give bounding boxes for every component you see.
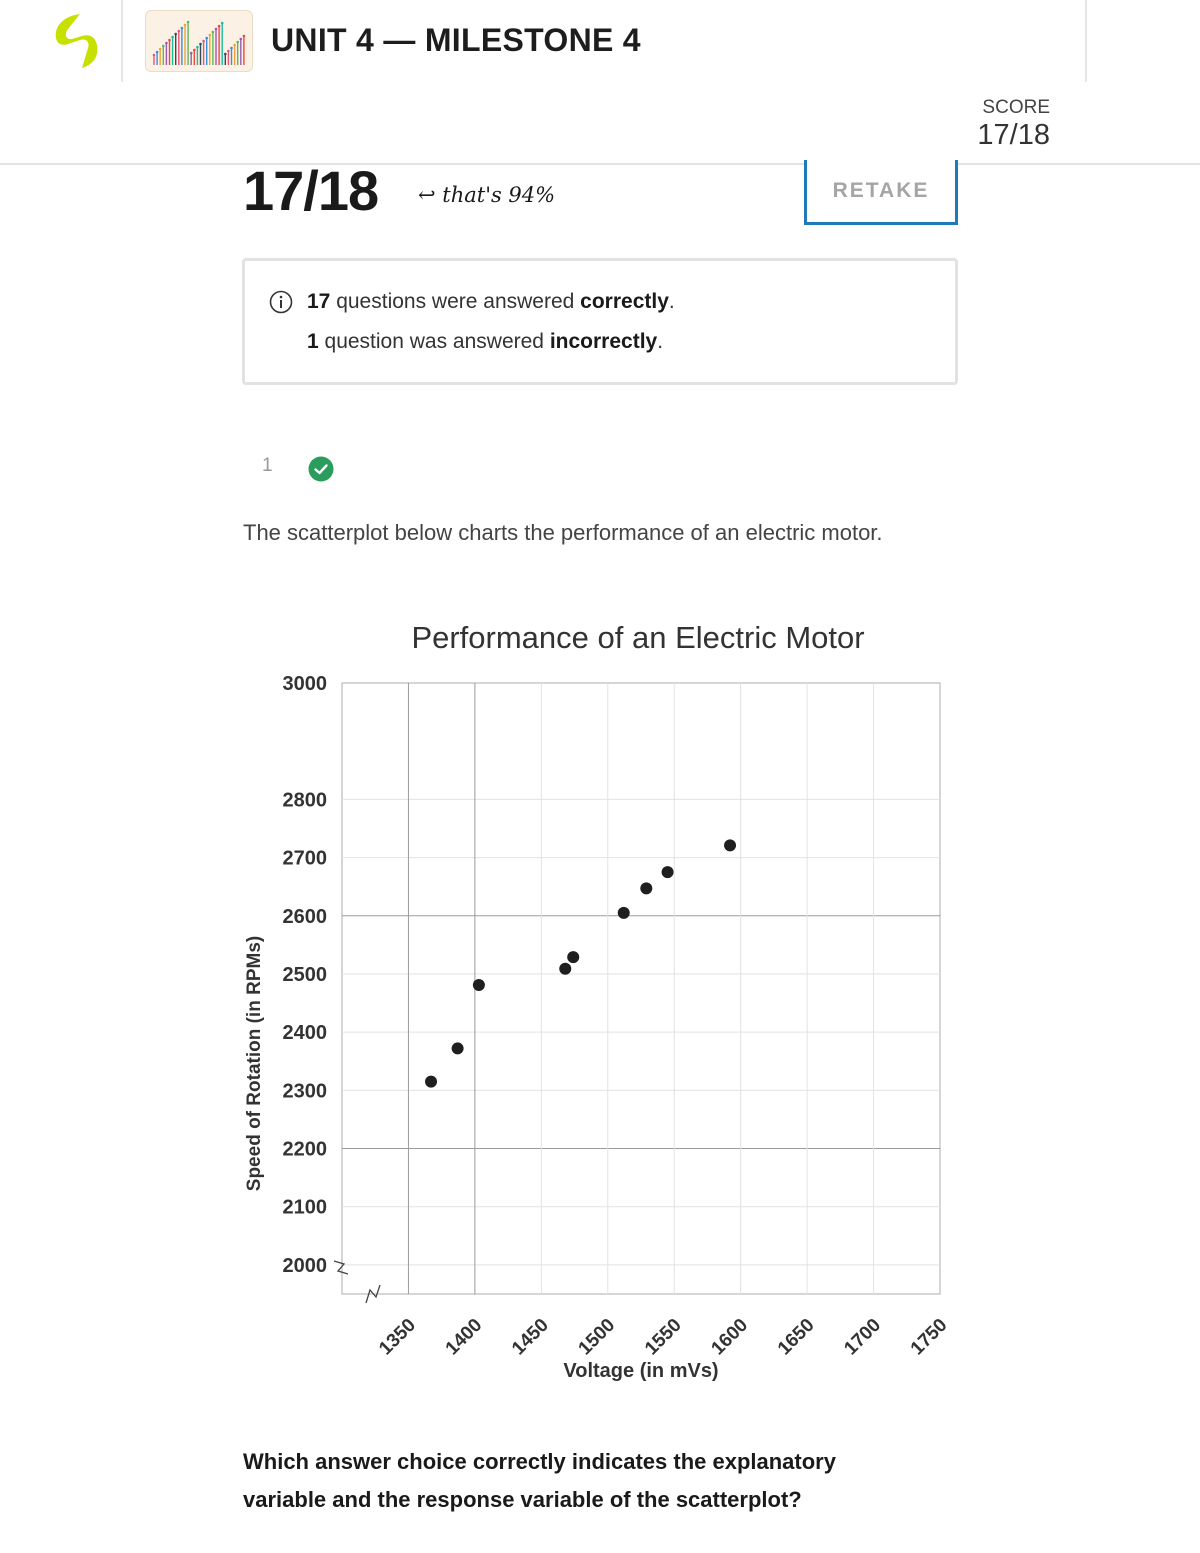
y-tick-label: 2700 xyxy=(283,848,328,870)
correct-count: 17 xyxy=(307,290,331,313)
x-tick-label: 1500 xyxy=(575,1315,620,1360)
scatter-point xyxy=(559,962,572,975)
x-tick-label: 1550 xyxy=(641,1315,686,1360)
y-tick-label: 3000 xyxy=(283,673,328,695)
thumbnail-dot xyxy=(220,21,224,25)
x-tick-label: 1750 xyxy=(907,1315,952,1360)
thumbnail-dot xyxy=(196,45,199,49)
y-tick-label: 2400 xyxy=(283,1022,328,1044)
y-tick-label: 2000 xyxy=(283,1255,328,1277)
incorrect-count: 1 xyxy=(307,330,319,353)
y-tick-label: 2600 xyxy=(283,906,328,928)
info-icon xyxy=(269,290,293,314)
header-divider-right xyxy=(1085,0,1087,82)
thumbnail-dot xyxy=(152,53,156,57)
plot-frame xyxy=(341,682,941,1295)
y-tick-label: 2100 xyxy=(283,1197,328,1219)
y-tick-label: 2200 xyxy=(283,1139,328,1161)
incorrect-text: question was answered xyxy=(318,330,550,353)
scatter-point xyxy=(567,951,580,964)
y-tick-label: 2500 xyxy=(283,964,328,986)
thumbnail-dot xyxy=(199,42,202,46)
brand-logo-icon[interactable] xyxy=(50,12,100,70)
thumbnail-dot xyxy=(168,38,171,42)
question-prompt: Which answer choice correctly indicates … xyxy=(243,1449,836,1512)
thumbnail-dot xyxy=(180,26,184,30)
thumbnail-dot xyxy=(208,33,212,37)
thumbnail-dot xyxy=(174,32,177,36)
thumbnail-dot xyxy=(230,46,233,50)
x-axis-label: Voltage (in mVs) xyxy=(563,1360,718,1382)
thumbnail-dot xyxy=(202,39,205,43)
correct-text: questions were answered xyxy=(330,290,581,313)
scatter-point xyxy=(472,979,485,992)
header-divider-left xyxy=(121,0,123,82)
chart-title: Performance of an Electric Motor xyxy=(411,620,864,655)
correct-check-icon xyxy=(308,456,334,482)
correct-period: . xyxy=(668,290,675,313)
top-header: UNIT 4 — MILESTONE 4 SCORE 17/18 xyxy=(0,0,1200,165)
question-text: The scatterplot below charts the perform… xyxy=(243,520,883,545)
thumbnail-dot xyxy=(162,44,165,48)
thumbnail-dot xyxy=(205,36,208,40)
x-tick-label: 1600 xyxy=(707,1315,752,1360)
thumbnail-dot xyxy=(155,50,159,54)
x-tick-label: 1450 xyxy=(508,1315,553,1360)
thumbnail-dot xyxy=(217,24,221,28)
handwritten-note: ↩ that's 94% xyxy=(418,183,556,207)
question-number: 1 xyxy=(262,455,273,476)
y-tick-label: 2800 xyxy=(283,789,328,811)
unit-title: UNIT 4 — MILESTONE 4 xyxy=(271,22,641,58)
big-score: 17/18 xyxy=(243,159,379,222)
x-tick-label: 1650 xyxy=(774,1315,819,1360)
scatter-point xyxy=(451,1042,464,1055)
thumbnail-dot xyxy=(183,23,187,27)
correct-summary: 17 questions were answered correctly. xyxy=(307,290,675,314)
thumbnail-dot xyxy=(233,43,236,47)
scatter-point xyxy=(425,1075,438,1088)
scatter-point xyxy=(640,882,653,895)
thumbnail-dot xyxy=(211,30,215,34)
incorrect-word: incorrectly xyxy=(549,330,658,353)
score-value: 17/18 xyxy=(977,119,1050,151)
x-tick-label: 1400 xyxy=(442,1315,487,1360)
thumbnail-dot xyxy=(186,20,190,24)
thumbnail-dot xyxy=(193,48,196,52)
correct-word: correctly xyxy=(580,290,669,313)
thumbnail-dot xyxy=(236,40,239,44)
incorrect-period: . xyxy=(657,330,664,353)
bar-chart-thumbnail-icon xyxy=(145,10,253,72)
scatter-point xyxy=(617,906,630,919)
y-tick-label: 2300 xyxy=(283,1080,328,1102)
scatter-point xyxy=(661,866,674,879)
thumbnail-dot xyxy=(158,47,162,51)
incorrect-summary: 1 question was answered incorrectly. xyxy=(307,330,663,354)
thumbnail-dot xyxy=(239,37,243,41)
results-summary-box: 17 questions were answered correctly. 1 … xyxy=(242,258,958,385)
thumbnail-dot xyxy=(189,51,193,55)
score-label: SCORE xyxy=(982,97,1050,118)
thumbnail-dot xyxy=(224,52,227,56)
retake-button[interactable]: RETAKE xyxy=(804,160,958,225)
scatterplot-chart: Performance of an Electric Motor 2000 2100… xyxy=(235,608,965,1398)
thumbnail-dot xyxy=(177,29,181,33)
y-axis-break-mark xyxy=(333,1260,349,1275)
x-tick-label: 1350 xyxy=(375,1315,420,1360)
x-axis-break-mark xyxy=(365,1284,381,1304)
thumbnail-dot xyxy=(165,41,168,45)
x-tick-label: 1700 xyxy=(840,1315,885,1360)
thumbnail-dot xyxy=(227,49,230,53)
scatter-point xyxy=(724,839,737,852)
y-axis-label: Speed of Rotation (in RPMs) xyxy=(244,936,265,1191)
thumbnail-dot xyxy=(242,34,246,38)
thumbnail-dot xyxy=(171,35,174,39)
thumbnail-dot xyxy=(214,27,218,31)
